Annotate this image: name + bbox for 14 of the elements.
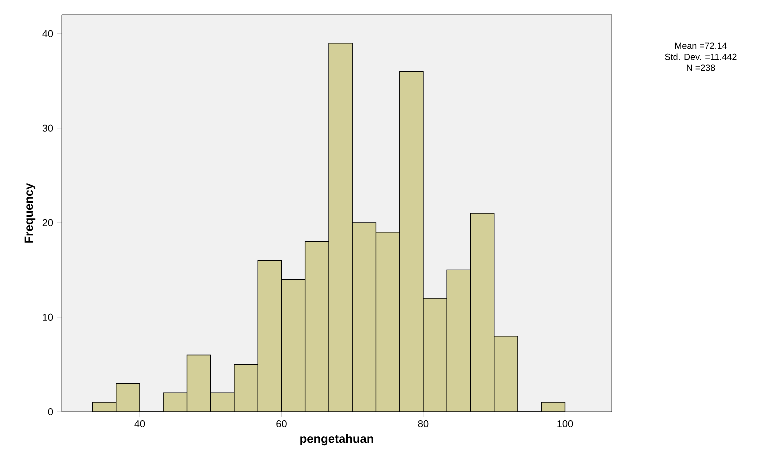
x-tick-label: 40 [134, 420, 146, 428]
text: Mean =72.14 [675, 42, 728, 50]
y-tick-label: 30 [42, 124, 54, 132]
x-tick-label: 80 [418, 420, 429, 428]
x-tick-label: 100 [558, 420, 574, 428]
x-axis-title: pengetahuan [300, 434, 374, 446]
x-tick-label: 60 [276, 420, 287, 428]
y-axis-title: Frequency [24, 183, 36, 243]
y-tick-label: 20 [42, 219, 54, 226]
y-tick-label: 10 [43, 314, 54, 321]
text: Std. Dev. =11.442 [665, 54, 737, 60]
y-tick-label: 40 [42, 30, 54, 38]
text: N =238 [687, 64, 716, 72]
y-tick-label: 0 [48, 408, 54, 416]
